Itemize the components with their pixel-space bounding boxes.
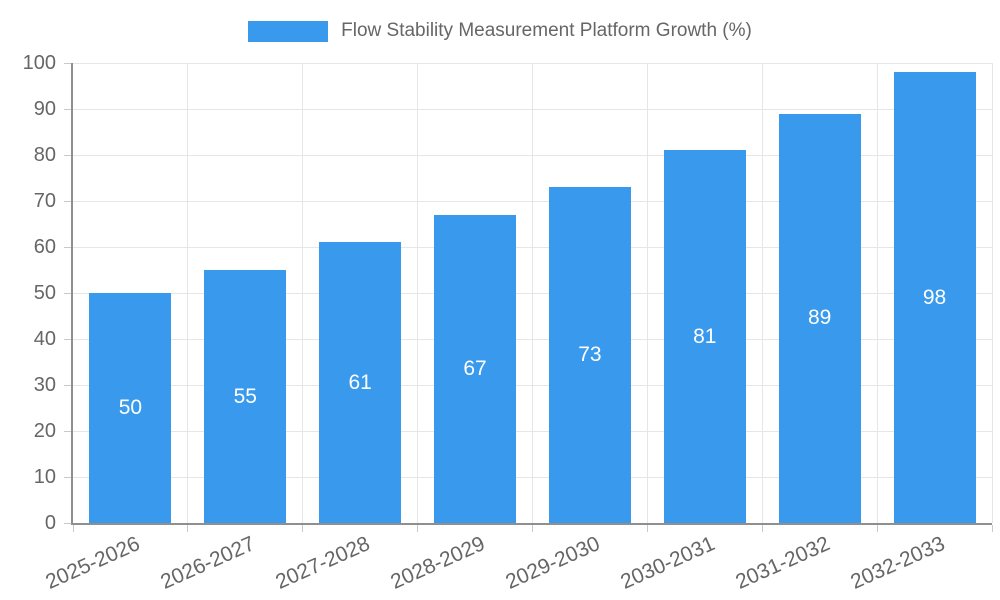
ytick-label-0: 0 [44, 512, 56, 534]
xtick-mark-2 [302, 525, 304, 532]
ytick-label-40: 40 [33, 328, 56, 350]
ytick-label-60: 60 [33, 236, 56, 258]
bar-2025-2026[interactable] [89, 293, 172, 523]
ytick-label-70: 70 [33, 190, 56, 212]
bar-value-label-2025-2026: 50 [118, 396, 143, 419]
xtick-mark-8 [991, 525, 993, 532]
gridline-x-8 [991, 63, 993, 523]
xtick-mark-7 [876, 525, 878, 532]
bar-value-label-2026-2027: 55 [233, 384, 257, 408]
bar-2029-2030[interactable] [548, 187, 631, 523]
xtick-mark-1 [187, 525, 189, 532]
bar-2026-2027[interactable] [204, 270, 287, 523]
ytick-label-10: 10 [33, 466, 56, 488]
bar-2028-2029[interactable] [434, 214, 517, 523]
gridline-x-5 [646, 63, 648, 523]
xtick-mark-5 [646, 525, 648, 532]
bar-value-label-2029-2030: 73 [578, 343, 602, 367]
xtick-mark-3 [417, 525, 419, 532]
ytick-mark-90 [64, 108, 71, 110]
ytick-mark-60 [64, 246, 71, 248]
ytick-mark-40 [64, 338, 71, 340]
gridline-x-3 [417, 63, 419, 523]
y-axis-line [71, 63, 73, 523]
gridline-x-6 [761, 63, 763, 523]
gridline-x-2 [302, 63, 304, 523]
xtick-mark-4 [532, 525, 533, 532]
ytick-mark-50 [64, 292, 71, 294]
ytick-mark-30 [64, 384, 71, 386]
bar-value-label-2030-2031: 81 [693, 324, 717, 348]
ytick-label-100: 100 [22, 52, 56, 74]
ytick-mark-20 [64, 430, 71, 432]
legend-label[interactable]: Flow Stability Measurement Platform Grow… [341, 20, 752, 41]
gridline-x-7 [876, 63, 878, 523]
ytick-label-20: 20 [33, 420, 56, 442]
legend-swatch[interactable] [248, 20, 329, 42]
gridline-x-1 [187, 63, 189, 523]
bar-2027-2028[interactable] [319, 242, 402, 523]
bar-value-label-2031-2032: 89 [808, 306, 832, 330]
plot-area: 0 10 20 30 40 50 60 70 80 90 100 50 2025-2026 55 2026-… [23, 52, 993, 594]
gridline-x-4 [532, 63, 533, 523]
xtick-mark-6 [761, 525, 763, 532]
ytick-label-30: 30 [33, 374, 56, 396]
x-axis-line [71, 523, 992, 525]
ytick-mark-0 [64, 522, 71, 524]
bar-value-label-2032-2033: 98 [922, 285, 947, 309]
bar-2030-2031[interactable] [663, 150, 746, 523]
bar-value-label-2028-2029: 67 [463, 356, 487, 380]
ytick-mark-100 [64, 62, 71, 64]
bar-2031-2032[interactable] [778, 113, 861, 523]
ytick-mark-80 [64, 154, 71, 156]
ytick-label-80: 80 [33, 144, 56, 166]
xtick-mark-0 [72, 525, 74, 532]
bar-2032-2033[interactable] [893, 72, 976, 523]
ytick-label-90: 90 [33, 98, 56, 120]
ytick-mark-10 [64, 476, 71, 478]
bar-value-label-2027-2028: 61 [348, 370, 372, 394]
ytick-mark-70 [64, 200, 71, 202]
chart-legend[interactable]: Flow Stability Measurement Platform Grow… [0, 20, 1000, 42]
ytick-label-50: 50 [33, 282, 56, 304]
